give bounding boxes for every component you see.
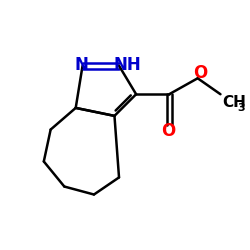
Text: N: N	[74, 56, 88, 74]
Text: O: O	[193, 64, 207, 82]
Text: 3: 3	[238, 103, 245, 113]
Text: NH: NH	[113, 56, 141, 74]
Text: CH: CH	[223, 95, 246, 110]
Text: O: O	[161, 122, 175, 140]
